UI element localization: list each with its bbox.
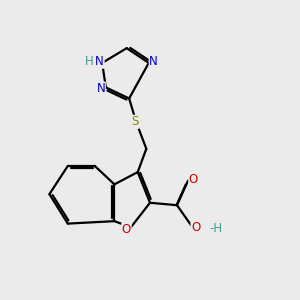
Text: N: N [149, 55, 158, 68]
Text: O: O [189, 173, 198, 186]
Text: H: H [85, 55, 94, 68]
Text: N: N [97, 82, 105, 95]
Text: N: N [95, 55, 104, 68]
Text: O: O [122, 223, 131, 236]
Text: O: O [191, 221, 200, 234]
Text: S: S [132, 115, 139, 128]
Text: -H: -H [209, 222, 223, 235]
